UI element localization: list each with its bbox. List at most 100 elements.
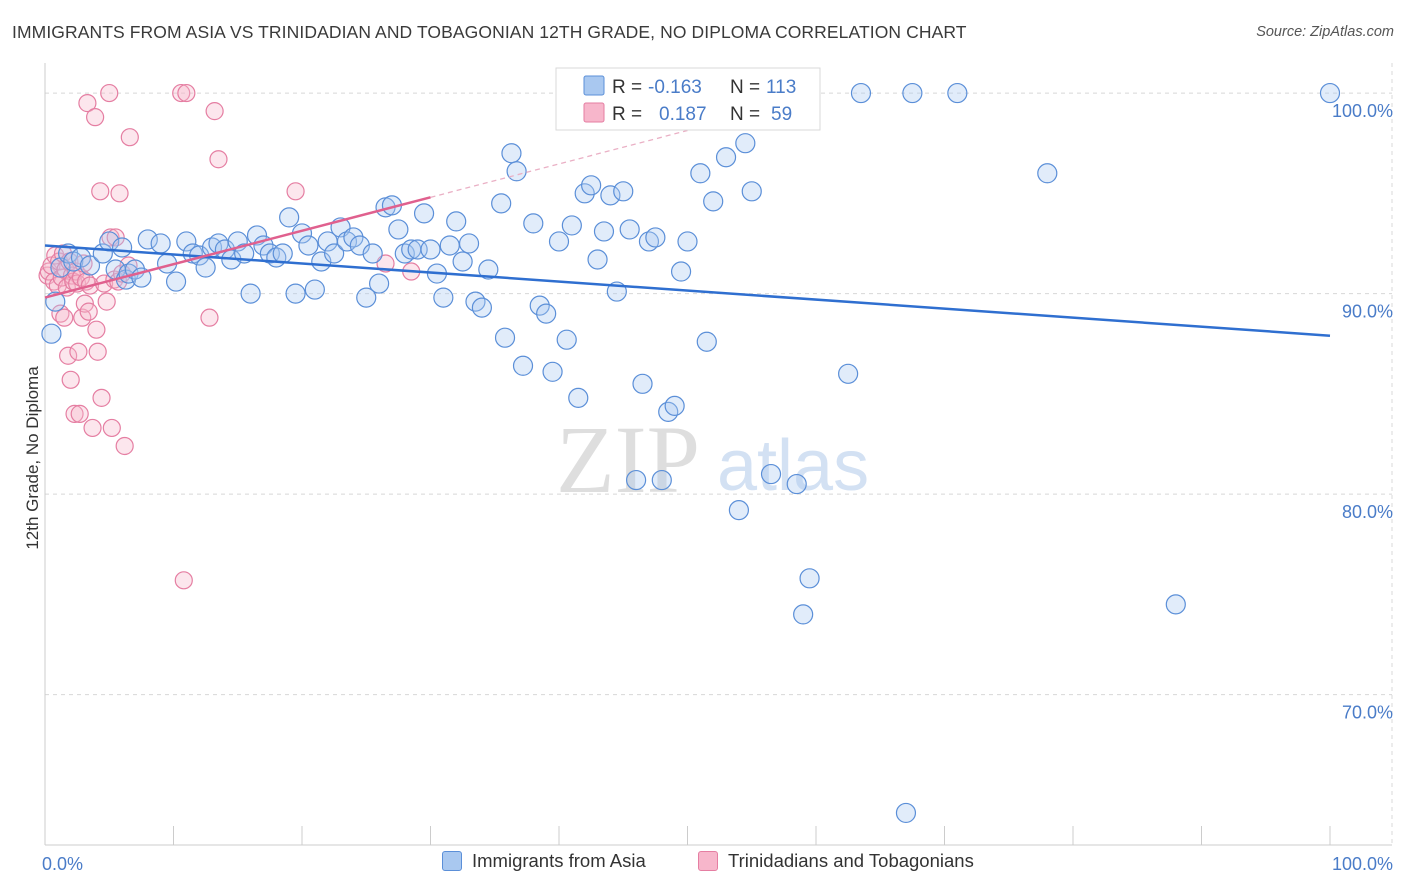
tt-point-36 [92, 388, 111, 407]
asia-point-70 [506, 161, 527, 182]
tt-point-43 [106, 228, 125, 247]
stats-box: R = -0.163 N = 113 R = 0.187 N = 59 [555, 67, 821, 131]
asia-point-67 [491, 193, 512, 214]
stats-asia-n-label: N = [730, 77, 760, 98]
chart-title: IMMIGRANTS FROM ASIA VS TRINIDADIAN AND … [12, 22, 967, 42]
source-label: Source: ZipAtlas.com [1256, 24, 1394, 40]
asia-point-35 [279, 207, 300, 228]
asia-point-84 [600, 185, 621, 206]
asia-point-49 [369, 273, 390, 294]
asia-point-114 [1037, 163, 1058, 184]
asia-point-46 [349, 235, 370, 256]
asia-point-106 [786, 473, 807, 495]
y-axis-label: 12th Grade, No Diploma [23, 366, 42, 550]
asia-point-111 [895, 802, 917, 824]
stats-tt-r-label: R = [612, 104, 642, 125]
stats-asia-r-value: -0.163 [648, 77, 702, 98]
asia-point-89 [632, 373, 653, 394]
asia-point-66 [478, 259, 499, 280]
legend-tt-label: Trinidadians and Tobagonians [728, 850, 974, 871]
legend-tt[interactable]: Trinidadians and Tobagonians [698, 850, 974, 872]
watermark: ZIP atlas [556, 406, 869, 513]
asia-point-0 [41, 323, 62, 344]
tt-point-39 [100, 83, 119, 103]
tt-trend-extension [430, 129, 688, 198]
tt-point-18 [65, 404, 84, 423]
asia-point-71 [512, 355, 534, 376]
asia-point-93 [658, 401, 679, 422]
asia-point-63 [458, 233, 480, 254]
asia-point-69 [501, 143, 522, 164]
asia-point-42 [324, 243, 345, 264]
tt-point-35 [91, 182, 110, 201]
asia-point-82 [587, 249, 608, 270]
y-tick-label-3: 100.0% [1332, 101, 1393, 121]
asia-point-15 [137, 229, 158, 250]
asia-point-88 [625, 469, 647, 491]
asia-point-81 [581, 175, 602, 196]
asia-point-6 [79, 255, 101, 276]
tt-point-38 [97, 292, 116, 311]
tt-point-49 [120, 128, 139, 147]
tt-point-41 [102, 418, 121, 438]
asia-point-68 [494, 327, 516, 348]
asia-point-10 [111, 237, 133, 258]
tt-point-53 [200, 308, 219, 327]
asia-point-87 [619, 219, 640, 240]
asia-point-47 [356, 287, 377, 308]
asia-point-62 [452, 251, 473, 272]
stats-tt-n-value: 59 [771, 104, 792, 125]
asia-point-101 [728, 500, 750, 521]
x-tick-label-0: 0.0% [42, 854, 83, 874]
tt-point-33 [87, 320, 106, 339]
asia-point-61 [446, 211, 467, 232]
tt-point-31 [83, 418, 102, 438]
stats-tt-n-label: N = [730, 104, 760, 125]
tt-point-21 [69, 342, 88, 361]
tt-point-34 [88, 342, 107, 361]
asia-point-108 [799, 568, 820, 589]
tt-point-55 [209, 150, 228, 169]
asia-point-109 [838, 363, 859, 384]
legend-asia-swatch [442, 851, 462, 871]
asia-point-110 [850, 82, 872, 104]
legend-asia[interactable]: Immigrants from Asia [442, 850, 646, 872]
asia-point-102 [735, 133, 756, 154]
stats-asia-swatch [583, 75, 605, 96]
asia-point-34 [272, 243, 293, 264]
tt-points [38, 83, 421, 590]
asia-point-57 [420, 239, 441, 260]
asia-point-60 [439, 235, 460, 256]
asia-point-39 [304, 279, 325, 300]
asia-point-38 [298, 235, 319, 256]
asia-point-104 [760, 463, 782, 485]
asia-point-98 [696, 331, 717, 352]
asia-point-97 [690, 163, 711, 184]
legend-asia-label: Immigrants from Asia [472, 850, 646, 871]
stats-tt-r-value: 0.187 [659, 104, 707, 125]
stats-asia-r-label: R = [612, 77, 642, 98]
tt-point-56 [286, 182, 305, 201]
tt-point-54 [205, 102, 224, 121]
asia-point-74 [536, 303, 557, 324]
asia-point-116 [1319, 82, 1341, 104]
asia-point-99 [703, 191, 724, 212]
asia-point-96 [677, 231, 698, 252]
asia-point-29 [240, 283, 261, 304]
y-tick-label-2: 90.0% [1342, 302, 1393, 322]
asia-point-73 [529, 295, 550, 316]
asia-point-36 [285, 283, 306, 304]
asia-point-59 [433, 287, 454, 308]
asia-point-86 [613, 181, 634, 202]
asia-point-92 [651, 469, 672, 491]
tt-point-28 [78, 94, 97, 113]
tt-point-13 [59, 346, 78, 365]
asia-point-22 [195, 257, 216, 278]
asia-point-107 [793, 604, 814, 625]
asia-point-115 [1165, 594, 1186, 615]
y-tick-label-1: 80.0% [1342, 502, 1393, 522]
asia-point-19 [176, 231, 197, 252]
tt-point-57 [376, 254, 395, 273]
tt-point-50 [172, 83, 191, 103]
